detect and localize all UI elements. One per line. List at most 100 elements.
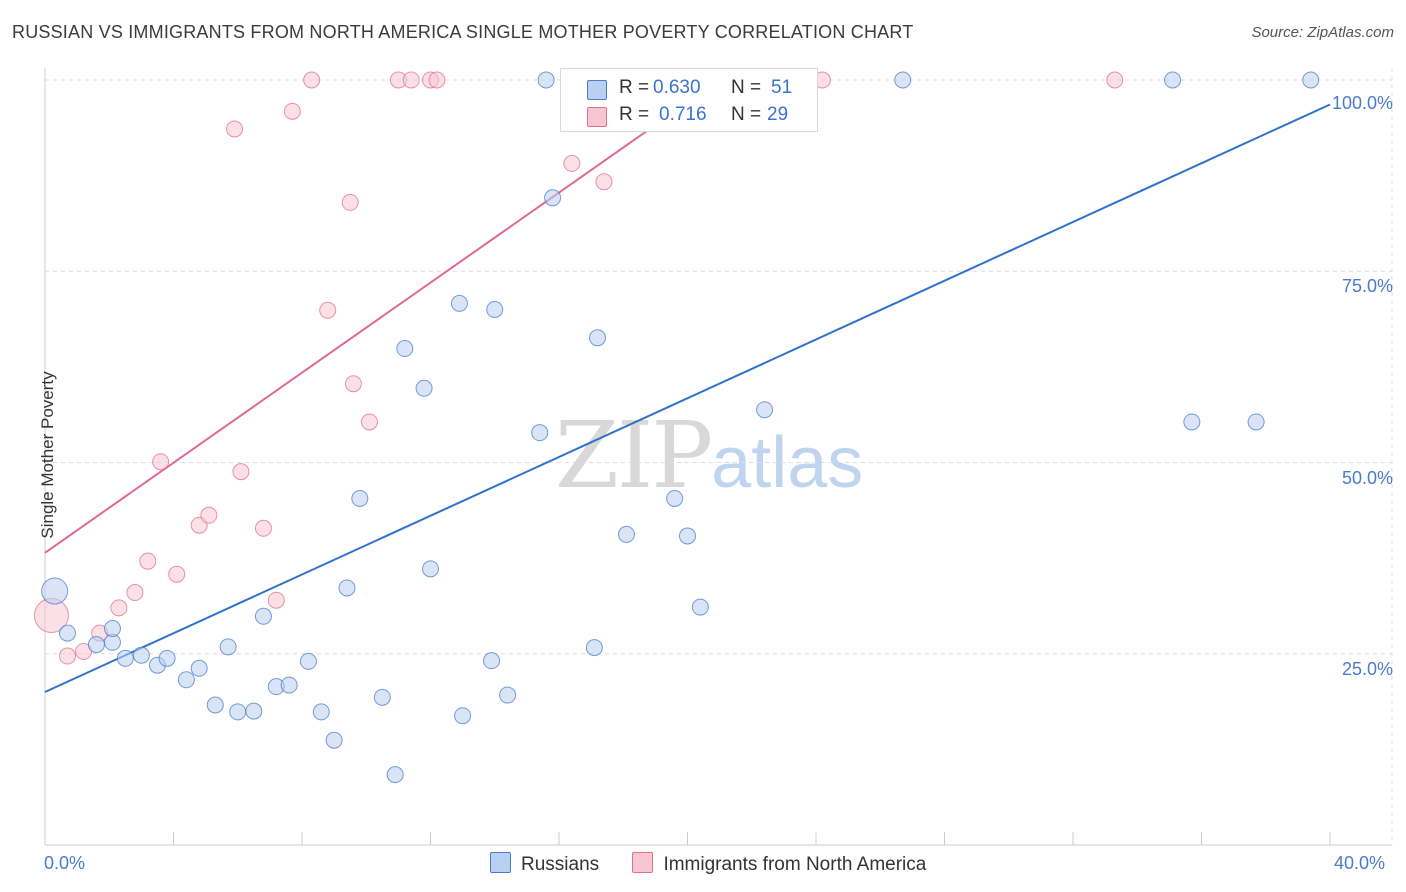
immigrants-trend-line (44, 79, 721, 554)
russians-point-28 (450, 294, 468, 312)
russians-point-20 (325, 731, 343, 749)
russians-n-value: 51 (771, 77, 793, 98)
russians-point-19 (312, 703, 330, 721)
immigrants-point-7 (152, 453, 170, 471)
russians-point-30 (483, 652, 501, 670)
grid-lines (45, 68, 1393, 845)
russians-point-23 (373, 688, 391, 706)
immigrants-point-24 (428, 71, 446, 89)
russians-point-39 (617, 525, 635, 543)
immigrants-point-4 (110, 599, 128, 617)
y-axis-title: Single Mother Poverty (38, 371, 57, 539)
immigrants-point-11 (226, 120, 244, 138)
legend-label-immigrants: Immigrants from North America (663, 854, 927, 875)
russians-point-48 (1183, 413, 1201, 431)
russians-point-31 (486, 301, 504, 318)
trend-lines (44, 79, 1331, 693)
russians-point-25 (396, 340, 414, 358)
russians-point-6 (132, 646, 150, 664)
russians-point-47 (1164, 71, 1182, 89)
legend-n-label: N = (731, 104, 762, 125)
russians-point-33 (531, 424, 549, 442)
immigrants-point-13 (254, 519, 272, 537)
russians-point-21 (338, 579, 356, 597)
russians-point-37 (585, 639, 603, 657)
data-points (33, 71, 1320, 784)
y-tick-label-25: 25.0% (1341, 658, 1393, 679)
russians-point-24 (386, 766, 404, 784)
russians-trend-line (44, 103, 1331, 693)
russians-point-17 (280, 676, 298, 694)
russians-point-4 (103, 620, 121, 638)
immigrants-swatch (587, 107, 607, 127)
russians-point-0 (41, 577, 69, 605)
immigrants-point-19 (344, 375, 362, 393)
russians-point-38 (589, 329, 607, 347)
axes (44, 68, 1392, 846)
immigrants-point-16 (303, 71, 321, 89)
russians-point-8 (158, 649, 176, 667)
russians-point-14 (245, 702, 263, 720)
watermark-zip: ZIP (555, 402, 713, 509)
immigrants-point-6 (139, 552, 157, 570)
series-legend: Russians Immigrants from North America (490, 852, 926, 876)
russians-point-1 (58, 624, 76, 642)
russians-point-42 (679, 527, 696, 545)
russians-point-18 (299, 652, 317, 670)
russians-point-27 (422, 560, 439, 578)
legend-swatch-russians (490, 852, 511, 873)
russians-point-13 (219, 638, 237, 656)
immigrants-point-14 (267, 591, 285, 609)
russians-swatch (587, 80, 607, 100)
russians-point-35 (544, 189, 562, 207)
russians-r-value: 0.630 (653, 77, 701, 98)
immigrants-n-value: 29 (767, 104, 789, 125)
russians-point-34 (537, 71, 555, 89)
russians-point-5 (116, 649, 134, 667)
russians-point-41 (666, 489, 684, 507)
russians-point-45 (756, 401, 774, 419)
russians-point-22 (351, 489, 369, 507)
immigrants-r-value: 0.716 (659, 104, 707, 125)
y-tick-label-75: 75.0% (1341, 276, 1393, 297)
x-tick-label-min: 0.0% (44, 853, 86, 873)
immigrants-point-10 (200, 506, 218, 524)
immigrants-point-17 (319, 301, 337, 319)
russians-point-29 (454, 707, 472, 725)
immigrants-point-8 (168, 565, 186, 583)
russians-point-9 (177, 671, 195, 689)
russians-point-2 (87, 636, 105, 654)
immigrants-point-18 (341, 193, 359, 211)
immigrants-point-15 (283, 102, 301, 120)
immigrants-point-1 (58, 647, 76, 665)
legend-r-label: R = (619, 104, 650, 125)
russians-point-12 (229, 703, 247, 721)
legend-r-label: R = (619, 77, 650, 98)
y-tick-label-50: 50.0% (1341, 467, 1393, 488)
legend-n-label: N = (731, 77, 762, 98)
russians-point-50 (1302, 71, 1320, 89)
russians-point-11 (206, 696, 224, 714)
chart-title: RUSSIAN VS IMMIGRANTS FROM NORTH AMERICA… (12, 22, 914, 42)
immigrants-point-12 (232, 463, 250, 481)
immigrants-point-28 (1106, 71, 1124, 89)
russians-point-43 (691, 598, 709, 616)
correlation-legend: R = 0.630 N = 51 R = 0.716 N = 29 (560, 68, 818, 132)
russians-point-10 (190, 659, 208, 677)
immigrants-point-20 (360, 413, 378, 431)
x-tick-label-max: 40.0% (1334, 853, 1386, 873)
russians-point-26 (415, 379, 433, 397)
source-credit: Source: ZipAtlas.com (1251, 24, 1394, 41)
russians-point-46 (894, 71, 912, 89)
russians-point-49 (1247, 413, 1265, 431)
immigrants-point-25 (563, 154, 581, 172)
russians-point-32 (499, 686, 517, 704)
legend-label-russians: Russians (521, 854, 600, 875)
y-tick-label-100: 100.0% (1331, 93, 1393, 113)
russians-point-15 (254, 607, 272, 625)
immigrants-point-26 (595, 173, 613, 191)
immigrants-point-22 (402, 71, 420, 89)
legend-swatch-immigrants (632, 852, 654, 873)
immigrants-point-5 (126, 584, 144, 602)
